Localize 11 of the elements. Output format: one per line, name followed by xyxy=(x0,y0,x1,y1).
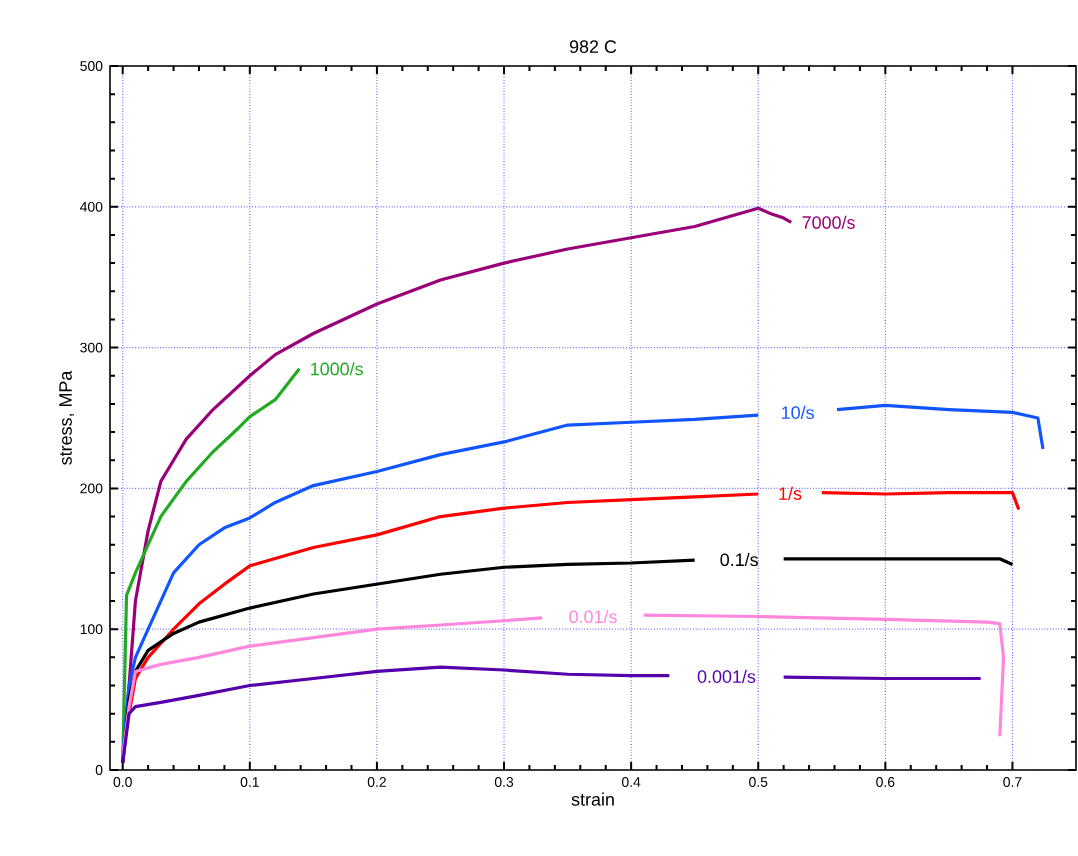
series-label: 7000/s xyxy=(802,215,855,229)
series-label: 1/s xyxy=(779,486,802,500)
series-label: 1000/s xyxy=(311,362,363,376)
y-axis-title: stress, MPa xyxy=(59,370,74,465)
series-label: 0.01/s xyxy=(569,609,617,624)
x-axis-title: strain xyxy=(571,792,614,806)
chart-title: 982 C xyxy=(569,40,617,53)
series-label: 10/s xyxy=(782,405,814,419)
line-series xyxy=(121,367,301,765)
series-label: 0.1/s xyxy=(720,552,758,567)
series-label: 0.001/s xyxy=(697,669,756,683)
